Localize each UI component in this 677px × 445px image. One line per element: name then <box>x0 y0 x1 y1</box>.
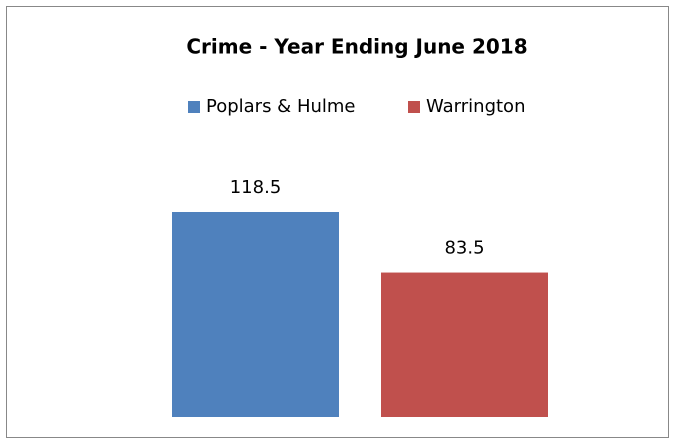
value-label: 83.5 <box>444 238 484 259</box>
legend-label: Poplars & Hulme <box>206 96 356 117</box>
legend-swatch <box>408 101 420 113</box>
legend-label: Warrington <box>426 96 525 117</box>
legend-swatch <box>188 101 200 113</box>
chart-title: Crime - Year Ending June 2018 <box>186 35 527 59</box>
bar <box>381 272 548 417</box>
bar <box>172 212 339 417</box>
value-label: 118.5 <box>230 177 282 198</box>
